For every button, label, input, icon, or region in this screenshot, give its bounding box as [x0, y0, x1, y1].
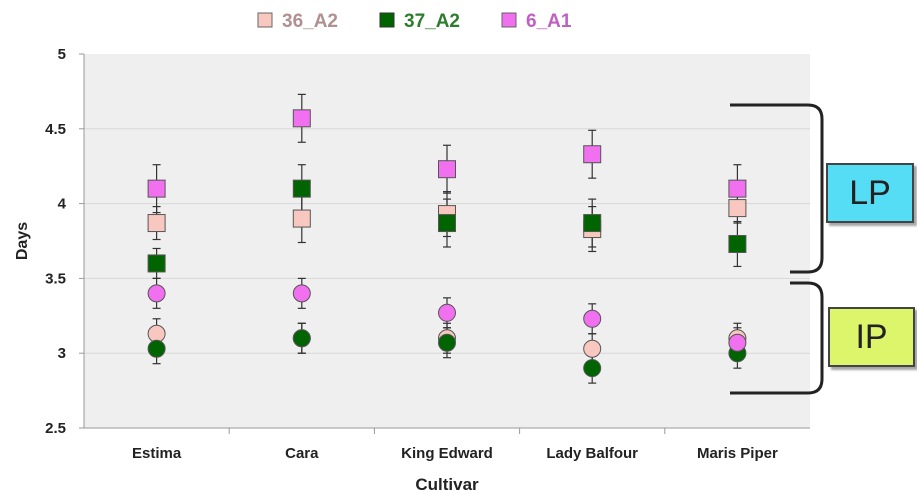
point-37-a2-ip: [292, 329, 311, 348]
x-axis-title: Cultivar: [415, 475, 479, 494]
point-36-a2-lp: [728, 199, 747, 218]
data-points: [147, 109, 747, 378]
y-tick-label: 5: [58, 46, 66, 63]
point-37-a2-lp: [583, 214, 602, 233]
legend-swatch-36-a2: [257, 12, 273, 28]
legend-swatch-6-a1: [501, 12, 517, 28]
legend-label-36-a2: 36_A2: [282, 11, 338, 32]
y-tick-label: 3: [58, 345, 66, 362]
point-36-a2-lp: [292, 209, 311, 228]
x-tick-label: Estima: [132, 445, 182, 462]
point-37-a2-lp: [147, 254, 166, 273]
y-tick-label: 4.5: [45, 121, 66, 138]
y-axis-title: Days: [14, 222, 31, 260]
point-6-a1-ip: [583, 309, 602, 328]
point-36-a2-lp: [147, 214, 166, 233]
x-tick-label: Lady Balfour: [546, 445, 638, 462]
point-36-a2-ip: [583, 339, 602, 358]
x-tick-label: Cara: [285, 445, 319, 462]
y-tick-label: 2.5: [45, 420, 66, 437]
bracket-lp: [730, 103, 824, 274]
y-axis-ticks: 2.5 3 3.5 4 4.5 5: [45, 46, 84, 437]
point-6-a1-lp: [583, 145, 602, 164]
bracket-ip-path: [730, 281, 824, 395]
point-37-a2-ip: [147, 339, 166, 358]
annotation-ip: IP: [828, 307, 915, 367]
point-37-a2-lp: [438, 214, 456, 233]
point-36-a2-ip: [147, 324, 166, 343]
point-37-a2-ip: [583, 359, 602, 378]
point-6-a1-lp: [438, 160, 456, 179]
point-37-a2-ip: [438, 333, 456, 352]
annotation-lp-label: LP: [849, 173, 891, 212]
point-6-a1-lp: [728, 179, 747, 198]
point-37-a2-lp: [728, 234, 747, 253]
legend-label-6-a1: 6_A1: [526, 11, 572, 32]
annotation-lp: LP: [826, 163, 914, 223]
point-6-a1-lp: [292, 109, 311, 128]
point-6-a1-ip: [728, 333, 747, 352]
legend-label-37-a2: 37_A2: [404, 11, 460, 32]
x-tick-label: King Edward: [401, 445, 493, 462]
point-6-a1-ip: [292, 284, 311, 303]
point-6-a1-ip: [438, 303, 456, 322]
x-axis-categories: Estima Cara King Edward Lady Balfour Maris P…: [132, 428, 778, 462]
point-6-a1-lp: [147, 179, 166, 198]
annotation-ip-label: IP: [855, 317, 888, 356]
bracket-ip: [730, 281, 824, 395]
y-tick-label: 4: [58, 196, 67, 213]
bracket-lp-path: [730, 103, 824, 274]
legend-swatch-37-a2: [379, 12, 395, 28]
error-bars: [152, 93, 742, 384]
x-tick-label: Maris Piper: [697, 445, 778, 462]
legend: 36_A2 37_A2 6_A1: [257, 11, 572, 32]
point-37-a2-lp: [292, 179, 311, 198]
y-tick-label: 3.5: [45, 270, 66, 287]
point-6-a1-ip: [147, 284, 166, 303]
